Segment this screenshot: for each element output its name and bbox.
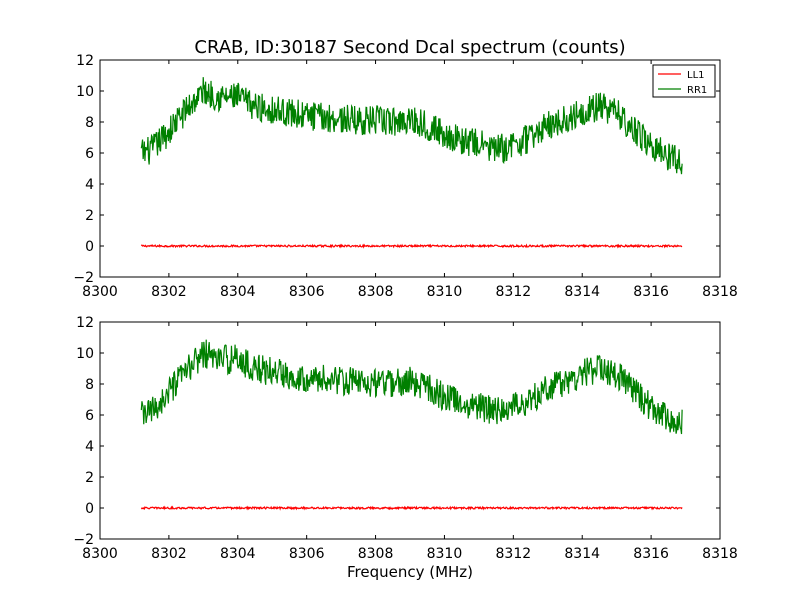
x-axis-label: Frequency (MHz) bbox=[347, 563, 473, 581]
y-tick-label: 10 bbox=[76, 84, 94, 100]
x-tick-label: 8304 bbox=[220, 284, 256, 300]
top-spectrum-panel: 8300 8302 8304 8306 8308 8310 8312 8314 8316 8318… bbox=[73, 53, 737, 300]
x-tick-label: 8312 bbox=[496, 284, 532, 300]
y-tick-label: 12 bbox=[76, 315, 94, 331]
legend-box bbox=[652, 64, 716, 98]
x-tick-label: 8302 bbox=[151, 546, 187, 562]
series-rr1-line bbox=[140, 77, 683, 175]
y-tick-label: −2 bbox=[73, 270, 94, 286]
series-ll1-line bbox=[140, 243, 683, 249]
figure-title: CRAB, ID:30187 Second Dcal spectrum (cou… bbox=[194, 37, 625, 58]
x-tick-label: 8304 bbox=[220, 546, 256, 562]
y-tick-label: 0 bbox=[85, 239, 94, 255]
x-tick-label: 8318 bbox=[702, 546, 738, 562]
y-tick-label: 4 bbox=[85, 439, 94, 455]
y-tick-label: −2 bbox=[73, 532, 94, 548]
x-tick-label: 8316 bbox=[633, 546, 669, 562]
y-tick-label: 10 bbox=[76, 346, 94, 362]
x-tick-label: 8308 bbox=[358, 546, 394, 562]
x-tick-label: 8310 bbox=[427, 546, 463, 562]
x-tick-label: 8316 bbox=[633, 284, 669, 300]
x-tick-label: 8308 bbox=[358, 284, 394, 300]
legend-label-ll1: LL1 bbox=[687, 70, 705, 81]
x-tick-label: 8306 bbox=[289, 284, 325, 300]
y-tick-label: 2 bbox=[85, 208, 94, 224]
series-rr1-line bbox=[140, 339, 683, 435]
axes-frame bbox=[99, 321, 721, 540]
y-tick-label: 12 bbox=[76, 53, 94, 69]
x-tick-label: 8300 bbox=[82, 546, 118, 562]
x-tick-label: 8310 bbox=[427, 284, 463, 300]
series-ll1-line bbox=[140, 505, 683, 511]
y-tick-label: 8 bbox=[85, 377, 94, 393]
x-tick-label: 8314 bbox=[564, 284, 600, 300]
x-tick-label: 8312 bbox=[496, 546, 532, 562]
x-tick-label: 8318 bbox=[702, 284, 738, 300]
y-tick-label: 8 bbox=[85, 115, 94, 131]
y-tick-label: 6 bbox=[85, 146, 94, 162]
y-tick-label: 2 bbox=[85, 470, 94, 486]
y-tick-label: 0 bbox=[85, 501, 94, 517]
x-tick-label: 8306 bbox=[289, 546, 325, 562]
y-tick-label: 6 bbox=[85, 408, 94, 424]
x-tick-label: 8314 bbox=[564, 546, 600, 562]
x-tick-label: 8302 bbox=[151, 284, 187, 300]
y-tick-label: 4 bbox=[85, 177, 94, 193]
legend-label-rr1: RR1 bbox=[687, 85, 707, 96]
bottom-spectrum-panel: 8300 8302 8304 8306 8308 8310 8312 8314 8316 8318… bbox=[73, 315, 737, 562]
axes-frame bbox=[99, 59, 721, 278]
x-tick-label: 8300 bbox=[82, 284, 118, 300]
